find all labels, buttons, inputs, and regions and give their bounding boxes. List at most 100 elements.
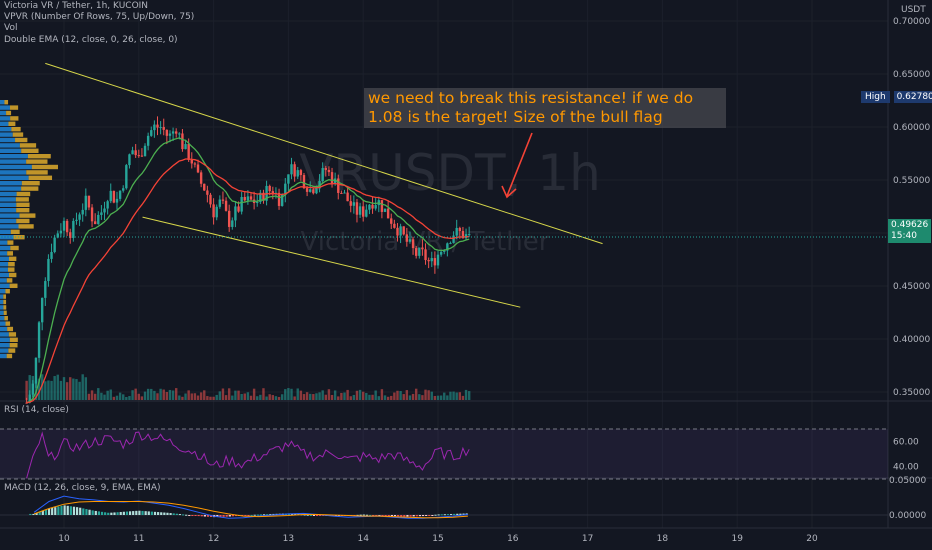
volume-bar xyxy=(156,393,159,400)
macd-hist-bar xyxy=(390,515,393,517)
volume-bar xyxy=(467,391,471,400)
legend-symbol[interactable]: Victoria VR / Tether, 1h, KUCOIN xyxy=(4,1,149,11)
candle-body xyxy=(327,169,331,173)
volume-bar xyxy=(439,395,443,400)
candle-body xyxy=(268,185,271,192)
vpvr-row-down xyxy=(8,262,15,267)
time-tick-label: 10 xyxy=(58,534,70,544)
volume-bar xyxy=(280,394,284,400)
candle-body xyxy=(467,234,471,236)
macd-hist-bar xyxy=(400,515,403,517)
time-tick-label: 17 xyxy=(582,534,593,544)
macd-hist-bar xyxy=(210,515,213,517)
legend: Victoria VR / Tether, 1h, KUCOIN VPVR (N… xyxy=(4,1,194,46)
rsi-tick-label: 60.00 xyxy=(893,438,919,448)
volume-bar xyxy=(165,392,169,400)
legend-vol[interactable]: Vol xyxy=(4,23,18,34)
candle-body xyxy=(234,206,237,221)
volume-bar xyxy=(277,396,281,400)
volume-bar xyxy=(408,395,412,400)
candle-body xyxy=(280,194,284,206)
countdown: 15:40 xyxy=(891,231,917,241)
volume-bar xyxy=(137,393,140,400)
candle-body xyxy=(50,252,53,259)
macd-hist-bar xyxy=(421,515,425,517)
candle-body xyxy=(284,183,287,195)
volume-bar xyxy=(337,396,340,400)
volume-bar xyxy=(383,395,387,400)
vpvr-row-up xyxy=(0,218,17,224)
candle-body xyxy=(109,190,112,202)
macd-label[interactable]: MACD (12, 26, close, 9, EMA, EMA) xyxy=(4,483,161,493)
candle-body xyxy=(140,155,144,157)
vpvr-row-down xyxy=(9,272,17,278)
vpvr-row-up xyxy=(0,148,22,153)
candle-body xyxy=(150,130,153,136)
vpvr-row-down xyxy=(8,348,16,353)
volume-bar xyxy=(93,393,97,400)
candle-body xyxy=(318,181,321,189)
time-tick-label: 15 xyxy=(432,534,443,544)
legend-ema[interactable]: Double EMA (12, close, 0, 26, close, 0) xyxy=(4,34,178,45)
macd-hist-bar xyxy=(160,512,163,515)
candle-body xyxy=(349,201,352,206)
candle-body xyxy=(340,192,343,194)
vpvr-row-up xyxy=(0,294,4,299)
volume-bar xyxy=(371,394,374,400)
legend-vpvr[interactable]: VPVR (Number Of Rows, 75, Up/Down, 75) xyxy=(4,12,195,23)
vpvr-row-down xyxy=(21,148,39,153)
volume-bar xyxy=(427,390,430,400)
macd-hist-bar xyxy=(259,514,263,516)
vpvr-row-up xyxy=(0,278,7,283)
rsi-label[interactable]: RSI (14, close) xyxy=(4,405,69,415)
candle-body xyxy=(100,212,103,215)
vpvr-row-up xyxy=(0,305,4,310)
macd-hist-bar xyxy=(219,515,222,517)
candle-body xyxy=(90,207,94,222)
macd-hist-bar xyxy=(434,514,437,516)
volume-bar xyxy=(330,394,334,400)
vpvr-row-up xyxy=(0,337,10,342)
vpvr-row-down xyxy=(8,256,17,261)
volume-bar xyxy=(47,380,50,400)
vpvr-row-up xyxy=(0,197,16,202)
volume-bar xyxy=(405,390,409,400)
candle-body xyxy=(165,129,169,136)
volume-bar xyxy=(449,391,452,400)
annotation-line-1: we need to break this resistance! if we … xyxy=(368,89,694,107)
volume-bar xyxy=(28,375,31,400)
macd-hist-bar xyxy=(378,515,381,516)
time-tick-label: 12 xyxy=(208,534,219,544)
macd-hist-bar xyxy=(51,507,54,515)
annotation-note[interactable]: we need to break this resistance! if we … xyxy=(364,88,726,128)
vpvr-row-down xyxy=(18,224,34,229)
price-tick-label: 0.65000 xyxy=(893,70,930,80)
volume-bar xyxy=(224,395,228,400)
vpvr-row-down xyxy=(12,132,24,137)
macd-hist-bar xyxy=(294,513,297,515)
macd-hist-bar xyxy=(393,515,397,517)
volume-bar xyxy=(25,380,28,400)
vpvr-row-up xyxy=(0,164,32,170)
candle-body xyxy=(371,204,374,209)
volume-bar xyxy=(243,393,246,400)
candle-body xyxy=(206,190,209,195)
candle-body xyxy=(461,231,465,239)
vpvr-row-down xyxy=(3,294,7,299)
watermark-ticker: VRUSDT, 1h xyxy=(299,144,601,202)
candle-body xyxy=(181,133,184,150)
macd-hist-bar xyxy=(122,511,125,515)
candle-body xyxy=(118,190,122,199)
vpvr-row-up xyxy=(0,229,11,234)
ema-slow-line xyxy=(26,158,470,404)
candle-body xyxy=(162,127,165,130)
volume-bar xyxy=(414,388,418,400)
volume-bar xyxy=(90,390,94,400)
vpvr-row-up xyxy=(0,224,19,229)
volume-bar xyxy=(97,388,100,400)
volume-bar xyxy=(327,389,331,400)
vpvr-row-up xyxy=(0,159,27,164)
vpvr-row-up xyxy=(0,272,10,278)
candle-body xyxy=(259,192,262,202)
